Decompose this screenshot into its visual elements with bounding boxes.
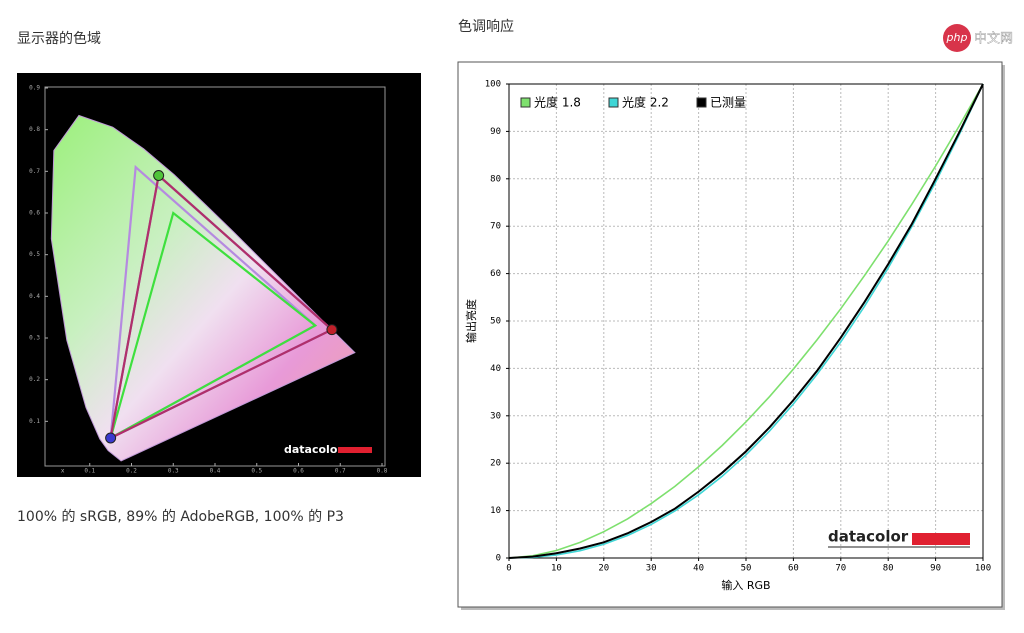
line-series — [508, 83, 984, 559]
y-tick-label: 50 — [490, 317, 501, 327]
x-tick-label: 50 — [741, 564, 752, 574]
y-tick-label: 90 — [490, 127, 501, 137]
y-tick-label: 0.2 — [29, 376, 40, 383]
section-heading: 显示器的色域 — [17, 30, 101, 47]
y-tick-label: 0.1 — [29, 418, 40, 425]
y-tick-label: 0.5 — [29, 251, 40, 258]
y-tick-label: 0.6 — [29, 210, 40, 217]
x-tick-label: 0.8 — [377, 468, 388, 475]
x-tick-label: 60 — [788, 564, 799, 574]
x-tick-label: 10 — [551, 564, 562, 574]
x-tick-label: 0.4 — [210, 468, 221, 475]
legend-label: 光度 2.2 — [622, 95, 669, 110]
x-axis-label: 输入 RGB — [721, 578, 770, 592]
y-tick-label: 70 — [490, 222, 501, 232]
tone-panel — [457, 61, 1003, 608]
y-tick-label: 80 — [490, 174, 501, 184]
x-tick-label: 0.2 — [126, 468, 137, 475]
x-tick-label: 90 — [930, 564, 941, 574]
legend-swatch — [696, 97, 707, 108]
x-tick-label: 0.7 — [335, 468, 346, 475]
primary-point — [153, 170, 165, 181]
x-axis-label: x — [61, 468, 65, 475]
watermark: 中文网 — [974, 32, 1013, 47]
y-tick-label: 40 — [490, 364, 501, 374]
x-tick-label: 20 — [598, 564, 609, 574]
x-tick-label: 80 — [883, 564, 894, 574]
y-tick-label: 0.7 — [29, 168, 40, 175]
brand: datacolor — [284, 443, 343, 456]
y-tick-label: 10 — [490, 506, 501, 516]
y-tick-label: 0.8 — [29, 126, 40, 133]
legend-swatch — [520, 97, 531, 108]
x-tick-label: 0.5 — [251, 468, 262, 475]
x-tick-label: 0 — [506, 564, 511, 574]
x-tick-label: 0.6 — [293, 468, 304, 475]
y-tick-label: 60 — [490, 269, 501, 279]
section-heading: 色调响应 — [458, 18, 514, 35]
y-tick-label: 100 — [485, 80, 501, 90]
primary-point — [105, 432, 117, 444]
caption: 100% 的 sRGB, 89% 的 AdobeRGB, 100% 的 P3 — [17, 509, 344, 525]
x-tick-label: 70 — [835, 564, 846, 574]
brand-bar — [338, 447, 372, 453]
logo: php — [946, 31, 968, 44]
y-axis-label: 输出亮度 — [464, 299, 478, 343]
y-tick-label: 0 — [496, 554, 501, 564]
x-tick-label: 100 — [975, 564, 991, 574]
y-tick-label: 30 — [490, 411, 501, 421]
legend-label: 已测量 — [710, 96, 746, 110]
line-series — [508, 83, 984, 559]
x-tick-label: 0.1 — [84, 468, 95, 475]
x-tick-label: 0.3 — [168, 468, 179, 475]
y-tick-label: 0.4 — [29, 293, 40, 300]
line-series — [508, 83, 984, 559]
brand-bar — [912, 533, 970, 545]
gamut-triangle — [109, 173, 334, 440]
x-tick-label: 40 — [693, 564, 704, 574]
y-tick-label: 0.9 — [29, 85, 40, 92]
legend-swatch — [608, 97, 619, 108]
legend-label: 光度 1.8 — [534, 95, 581, 110]
brand: datacolor — [828, 528, 909, 546]
y-tick-label: 0.3 — [29, 335, 40, 342]
x-tick-label: 30 — [646, 564, 657, 574]
gamut-triangle — [108, 211, 318, 441]
primary-point — [326, 324, 338, 336]
y-tick-label: 20 — [490, 459, 501, 469]
logo-badge — [943, 24, 971, 52]
